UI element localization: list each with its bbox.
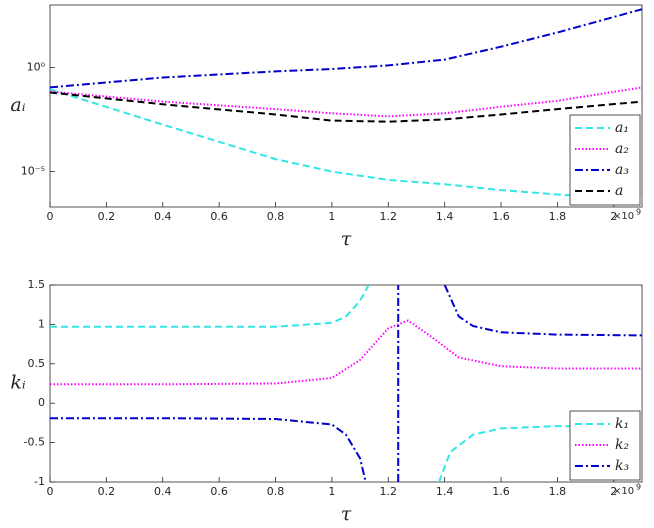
legend-label: a₃ bbox=[615, 162, 629, 178]
x-tick-label: 0.2 bbox=[98, 485, 116, 498]
plot-lines bbox=[50, 8, 642, 201]
x-tick-label: 0.4 bbox=[154, 485, 172, 498]
legend-label: a₁ bbox=[615, 120, 629, 136]
y-tick-label: 1.5 bbox=[28, 278, 46, 291]
y-tick-label: 0.5 bbox=[28, 357, 46, 370]
x-tick-label: 0.2 bbox=[98, 210, 116, 223]
y-tick-label: -1 bbox=[34, 475, 45, 488]
series-line bbox=[50, 319, 642, 386]
x-tick-label: 1.4 bbox=[436, 210, 454, 223]
x-tick-label: 0.8 bbox=[267, 485, 285, 498]
y-tick-label: 10⁰ bbox=[27, 60, 46, 73]
x-tick-label: 0.6 bbox=[210, 485, 228, 498]
x-tick-label: 1.8 bbox=[549, 485, 567, 498]
y-tick-label: 10⁻⁵ bbox=[21, 165, 45, 178]
x-tick-label: 0.4 bbox=[154, 210, 172, 223]
x-tick-label: 1.6 bbox=[492, 485, 510, 498]
x-multiplier: ×10 bbox=[613, 211, 634, 222]
x-multiplier: ×10 bbox=[613, 486, 634, 497]
legend-label: k₂ bbox=[615, 437, 629, 453]
series-line bbox=[50, 285, 642, 482]
y-tick-label: 0 bbox=[38, 396, 45, 409]
y-axis-label: aᵢ bbox=[10, 94, 25, 116]
y-tick-label: -0.5 bbox=[24, 436, 45, 449]
x-multiplier-exp: 9 bbox=[636, 483, 641, 492]
x-axis-label: τ bbox=[341, 228, 352, 250]
x-tick-label: 0.8 bbox=[267, 210, 285, 223]
x-tick-label: 0 bbox=[47, 485, 54, 498]
x-tick-label: 2 bbox=[610, 485, 617, 498]
legend-label: k₃ bbox=[615, 458, 629, 474]
series-line bbox=[50, 88, 642, 201]
legend-label: k₁ bbox=[615, 416, 629, 432]
legend-label: a bbox=[615, 183, 623, 199]
series-line bbox=[50, 86, 642, 118]
legend-label: a₂ bbox=[615, 141, 629, 157]
y-tick-label: 1 bbox=[38, 317, 45, 330]
series-line bbox=[50, 8, 642, 89]
x-tick-label: 1.2 bbox=[380, 210, 398, 223]
x-tick-label: 2 bbox=[610, 210, 617, 223]
x-tick-label: 1 bbox=[328, 485, 335, 498]
x-tick-label: 1.2 bbox=[380, 485, 398, 498]
x-tick-label: 1.6 bbox=[492, 210, 510, 223]
plot-area bbox=[49, 4, 643, 208]
x-axis-label: τ bbox=[341, 503, 352, 525]
series-line bbox=[50, 91, 642, 123]
x-multiplier-exp: 9 bbox=[636, 208, 641, 217]
y-axis-label: kᵢ bbox=[10, 372, 26, 394]
x-tick-label: 0.6 bbox=[210, 210, 228, 223]
x-tick-label: 1.4 bbox=[436, 485, 454, 498]
legend-box bbox=[569, 410, 641, 481]
x-tick-label: 1.8 bbox=[549, 210, 567, 223]
x-tick-label: 0 bbox=[47, 210, 54, 223]
x-tick-label: 1 bbox=[328, 210, 335, 223]
